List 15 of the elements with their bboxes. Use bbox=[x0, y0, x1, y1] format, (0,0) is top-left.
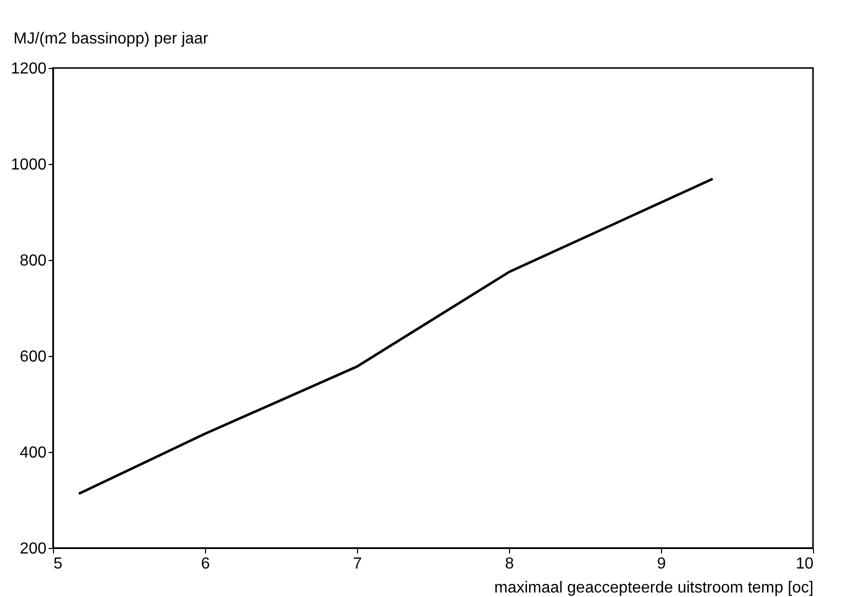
y-tick-label: 400 bbox=[20, 444, 47, 462]
y-tick-label: 1200 bbox=[10, 60, 47, 78]
x-tick-label: 10 bbox=[796, 556, 814, 572]
x-tick-label: 5 bbox=[54, 556, 62, 572]
x-axis-title: maximaal geaccepteerde uitstroom temp [oc] bbox=[494, 580, 814, 596]
y-tick-label: 600 bbox=[20, 348, 47, 366]
y-tick-label: 1000 bbox=[10, 156, 47, 174]
y-tick-label: 200 bbox=[20, 540, 47, 558]
line-series bbox=[78, 178, 714, 496]
y-axis-title: MJ/(m2 bassinopp) per jaar bbox=[14, 30, 209, 48]
x-tick-label: 7 bbox=[353, 556, 362, 572]
y-tick-label: 800 bbox=[20, 252, 47, 270]
x-tick-label: 6 bbox=[201, 556, 210, 572]
x-tick-label: 8 bbox=[505, 556, 514, 572]
x-tick-label: 9 bbox=[657, 556, 666, 572]
